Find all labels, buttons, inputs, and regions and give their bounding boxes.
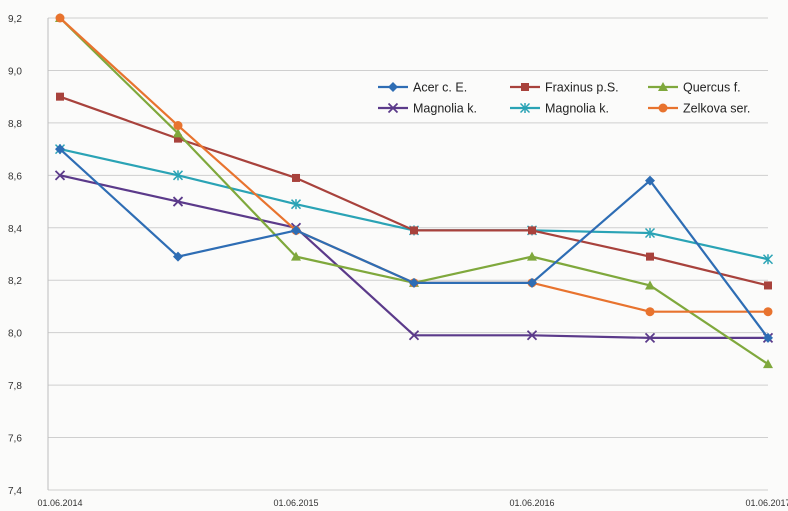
- legend-entry: Zelkova ser.: [648, 102, 750, 116]
- y-tick-label: 7,4: [8, 486, 22, 497]
- y-tick-label: 8,0: [8, 329, 22, 340]
- data-point: [55, 144, 65, 155]
- legend-entry: Acer c. E.: [378, 81, 467, 95]
- data-point: [646, 252, 654, 261]
- y-tick-label: 8,8: [8, 119, 22, 130]
- data-point: [291, 251, 301, 261]
- legend-label: Acer c. E.: [413, 81, 467, 95]
- data-point: [764, 281, 772, 290]
- data-point: [645, 307, 655, 317]
- data-point: [762, 254, 774, 265]
- data-point: [645, 280, 655, 290]
- series-0: [55, 144, 773, 343]
- data-point: [519, 102, 531, 114]
- legend-label: Fraxinus p.S.: [545, 81, 619, 95]
- y-tick-label: 9,0: [8, 66, 22, 77]
- data-point: [528, 226, 536, 235]
- series-3: [54, 170, 774, 344]
- data-point: [387, 102, 399, 114]
- series-line: [59, 95, 769, 287]
- data-point: [173, 251, 183, 262]
- data-point: [526, 330, 538, 341]
- data-point: [645, 175, 655, 186]
- y-tick-label: 7,6: [8, 434, 22, 445]
- legend-entry: Magnolia k.: [378, 102, 477, 116]
- data-point: [763, 307, 773, 317]
- legend: Acer c. E. Fraxinus p.S. Quercus f. Magnoli…: [378, 81, 750, 116]
- series-line: [59, 174, 768, 340]
- data-point: [644, 227, 656, 239]
- data-point: [644, 332, 656, 344]
- data-point: [410, 226, 418, 235]
- y-tick-label: 9,2: [8, 14, 22, 25]
- x-tick-label: 01.06.2015: [273, 498, 318, 508]
- y-tick-label: 7,8: [8, 381, 22, 392]
- series-2: [55, 13, 773, 369]
- x-axis-ticks: 01.06.2014 01.06.2015 01.06.2016 01.06.2017: [37, 498, 788, 508]
- data-point: [658, 82, 668, 91]
- series-line: [59, 17, 768, 313]
- data-point: [527, 251, 537, 261]
- data-point: [521, 83, 529, 91]
- y-tick-label: 8,2: [8, 276, 22, 287]
- data-point: [56, 92, 64, 101]
- data-point: [172, 170, 184, 181]
- data-point: [173, 128, 183, 138]
- data-point: [409, 277, 419, 288]
- data-point: [408, 330, 420, 341]
- x-tick-label: 01.06.2016: [509, 498, 554, 508]
- data-point: [388, 82, 398, 92]
- series-line: [59, 148, 769, 261]
- data-point: [291, 225, 301, 236]
- legend-label: Quercus f.: [683, 81, 741, 95]
- data-point: [172, 196, 184, 207]
- series-1: [56, 92, 772, 290]
- x-tick-label: 01.06.2014: [37, 498, 82, 508]
- data-point: [54, 170, 66, 181]
- series-4: [54, 144, 774, 265]
- data-point: [174, 134, 182, 143]
- y-tick-label: 8,6: [8, 171, 22, 182]
- data-point: [292, 173, 300, 182]
- legend-entry: Quercus f.: [648, 81, 741, 95]
- series-line: [59, 148, 769, 339]
- x-tick-label: 01.06.2017: [745, 498, 788, 508]
- data-point: [763, 359, 773, 369]
- data-point: [658, 103, 668, 113]
- data-point: [173, 121, 183, 131]
- data-point: [55, 13, 65, 23]
- data-point: [290, 199, 302, 210]
- series-5: [55, 13, 773, 317]
- legend-label: Zelkova ser.: [683, 102, 750, 116]
- legend-label: Magnolia k.: [545, 102, 609, 116]
- legend-entry: Magnolia k.: [510, 102, 609, 116]
- y-axis-ticks: 7,4 7,6 7,8 8,0 8,2 8,4 8,6 8,8 9,0 9,2: [8, 14, 22, 497]
- y-tick-label: 8,4: [8, 224, 22, 235]
- legend-label: Magnolia k.: [413, 102, 477, 116]
- data-point: [763, 332, 773, 343]
- data-point: [527, 277, 537, 288]
- legend-entry: Fraxinus p.S.: [510, 81, 619, 95]
- series-lines: [54, 13, 774, 369]
